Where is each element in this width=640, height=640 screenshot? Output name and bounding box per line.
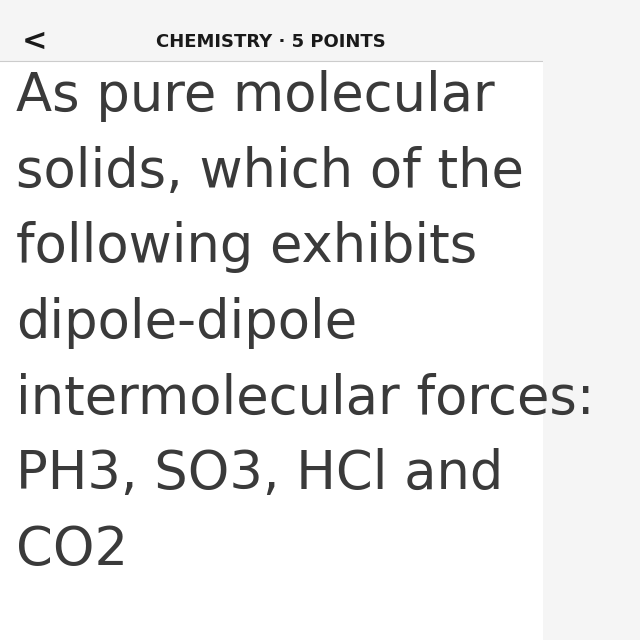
Text: CO2: CO2 <box>16 524 128 575</box>
Text: <: < <box>22 27 47 56</box>
Text: CHEMISTRY · 5 POINTS: CHEMISTRY · 5 POINTS <box>156 33 386 51</box>
Text: dipole-dipole: dipole-dipole <box>16 297 357 349</box>
Text: following exhibits: following exhibits <box>16 221 477 273</box>
Text: solids, which of the: solids, which of the <box>16 146 524 198</box>
Text: PH3, SO3, HCl and: PH3, SO3, HCl and <box>16 448 504 500</box>
Text: intermolecular forces:: intermolecular forces: <box>16 372 595 424</box>
Text: As pure molecular: As pure molecular <box>16 70 495 122</box>
